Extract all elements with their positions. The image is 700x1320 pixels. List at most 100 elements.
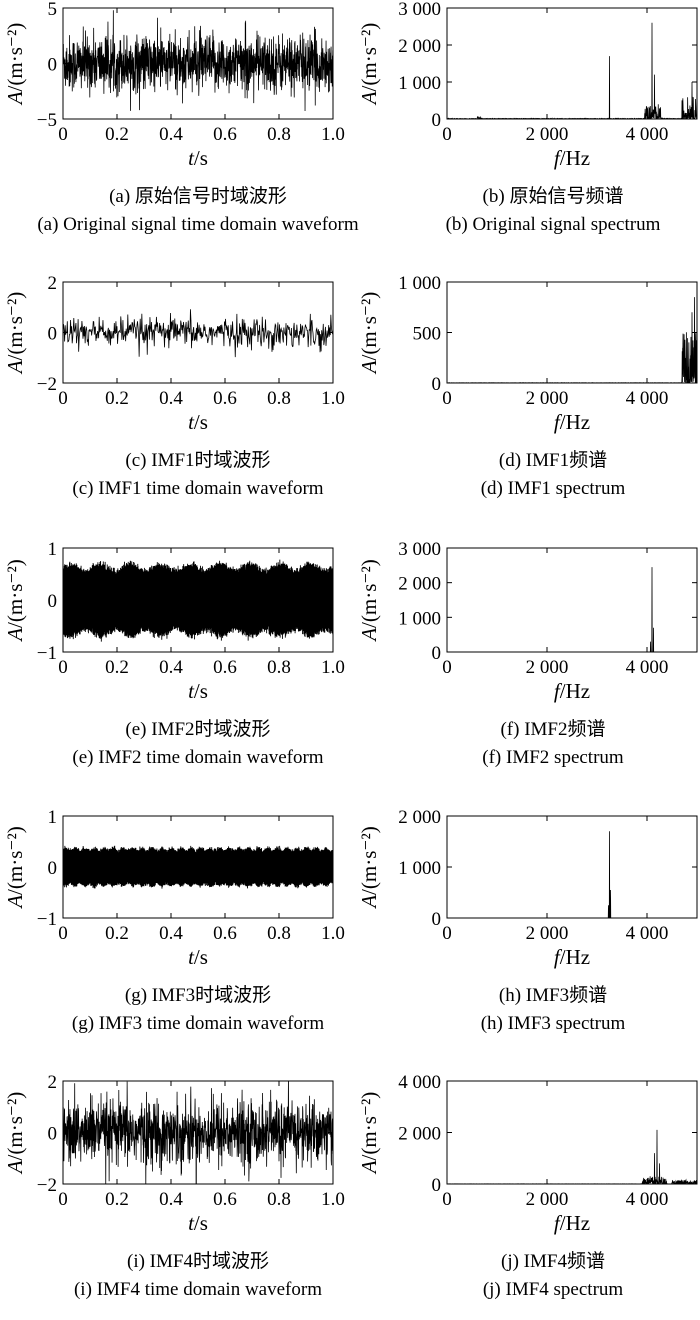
y-tick-label: 1 000 <box>398 608 441 629</box>
x-tick-label: 0.2 <box>105 657 129 678</box>
x-tick-label: 1.0 <box>321 923 345 944</box>
x-tick-label: 0.8 <box>267 124 291 145</box>
y-axis-label: A/(m·s⁻²) <box>3 292 27 376</box>
x-tick-label: 4 000 <box>626 923 669 944</box>
x-axis-label: t/s <box>188 1211 208 1235</box>
x-tick-label: 0.4 <box>159 388 183 409</box>
x-tick-label: 0.6 <box>213 1189 237 1210</box>
y-tick-label: 2 000 <box>398 1124 441 1145</box>
x-axis-label: t/s <box>188 410 208 434</box>
x-tick-label: 0 <box>58 124 68 145</box>
x-axis-label: t/s <box>188 679 208 703</box>
caption-en: (b) Original signal spectrum <box>446 214 661 235</box>
caption-en: (h) IMF3 spectrum <box>481 1013 626 1034</box>
x-tick-label: 0 <box>442 1189 452 1210</box>
series-line-b <box>447 22 697 119</box>
caption-cn: (h) IMF3频谱 <box>499 984 607 1006</box>
x-tick-label: 0.4 <box>159 657 183 678</box>
y-tick-label: 1 000 <box>398 273 441 294</box>
x-tick-label: 0 <box>442 388 452 409</box>
x-tick-label: 0.2 <box>105 124 129 145</box>
caption-cn: (c) IMF1时域波形 <box>125 449 270 471</box>
x-axis-label: f/Hz <box>554 1211 590 1235</box>
caption-en: (f) IMF2 spectrum <box>482 747 624 768</box>
y-tick-label: 0 <box>432 110 442 131</box>
y-tick-label: 0 <box>48 1124 58 1145</box>
series-line-f <box>447 567 697 652</box>
x-tick-label: 0 <box>58 1189 68 1210</box>
y-tick-label: 0 <box>432 1175 442 1196</box>
caption-cn: (j) IMF4频谱 <box>501 1250 605 1272</box>
x-tick-label: 0.4 <box>159 1189 183 1210</box>
x-tick-label: 0.2 <box>105 388 129 409</box>
y-tick-label: 500 <box>413 324 442 345</box>
y-tick-label: 5 <box>48 0 58 20</box>
series-line-e <box>63 559 333 642</box>
y-tick-label: 2 000 <box>398 574 441 595</box>
x-tick-label: 0.6 <box>213 388 237 409</box>
x-axis-label: f/Hz <box>554 410 590 434</box>
series-line-i <box>63 1081 333 1184</box>
caption-en: (j) IMF4 spectrum <box>483 1279 624 1300</box>
x-tick-label: 2 000 <box>526 1189 569 1210</box>
y-tick-label: 0 <box>48 858 58 879</box>
x-axis-label: t/s <box>188 945 208 969</box>
y-tick-label: 3 000 <box>398 539 441 560</box>
caption-en: (c) IMF1 time domain waveform <box>72 478 323 499</box>
caption-en: (i) IMF4 time domain waveform <box>74 1279 322 1300</box>
caption-en: (e) IMF2 time domain waveform <box>72 747 323 768</box>
y-axis-label: A/(m·s⁻²) <box>3 1092 27 1176</box>
y-tick-label: −5 <box>37 110 57 131</box>
x-tick-label: 0.2 <box>105 1189 129 1210</box>
y-tick-label: 0 <box>48 324 58 345</box>
caption-cn: (f) IMF2频谱 <box>500 718 605 740</box>
x-tick-label: 0.8 <box>267 657 291 678</box>
plot-frame <box>446 815 698 919</box>
caption-cn: (e) IMF2时域波形 <box>125 718 270 740</box>
y-tick-label: 0 <box>432 374 442 395</box>
x-tick-label: 4 000 <box>626 124 669 145</box>
caption-cn: (g) IMF3时域波形 <box>125 984 271 1006</box>
chart-panel-d: 0 2 000 4 000 0 500 1 000 A/(m·s⁻²) f/Hz (d) IMF… <box>357 273 698 499</box>
y-tick-label: −1 <box>37 643 57 664</box>
y-tick-label: 1 000 <box>398 858 441 879</box>
x-tick-label: 0.8 <box>267 388 291 409</box>
chart-panel-b: 0 2 000 4 000 0 1 000 2 000 3 000 A/(m·s⁻²) f/Hz… <box>357 0 698 235</box>
y-tick-label: 0 <box>48 591 58 612</box>
y-tick-label: 0 <box>48 55 58 76</box>
caption-en: (a) Original signal time domain waveform <box>37 214 359 235</box>
caption-cn: (d) IMF1频谱 <box>499 449 607 471</box>
x-tick-label: 1.0 <box>321 388 345 409</box>
x-tick-label: 0 <box>58 657 68 678</box>
y-axis-label: A/(m·s⁻²) <box>357 559 381 643</box>
x-tick-label: 2 000 <box>526 388 569 409</box>
plot-frame <box>446 547 698 653</box>
x-tick-label: 0.4 <box>159 923 183 944</box>
caption-cn: (b) 原始信号频谱 <box>483 185 624 207</box>
y-tick-label: 1 <box>48 807 58 828</box>
y-axis-label: A/(m·s⁻²) <box>357 826 381 910</box>
y-tick-label: 2 000 <box>398 807 441 828</box>
x-axis-label: f/Hz <box>554 679 590 703</box>
y-axis-label: A/(m·s⁻²) <box>3 559 27 643</box>
x-tick-label: 2 000 <box>526 657 569 678</box>
x-axis-label: t/s <box>188 146 208 170</box>
plot-frame <box>446 281 698 384</box>
x-tick-label: 0.8 <box>267 1189 291 1210</box>
y-tick-label: 2 <box>48 273 58 294</box>
chart-panel-f: 0 2 000 4 000 0 1 000 2 000 3 000 A/(m·s⁻²) f/Hz… <box>357 539 698 768</box>
x-tick-label: 0 <box>442 124 452 145</box>
chart-panel-h: 0 2 000 4 000 0 1 000 2 000 A/(m·s⁻²) f/Hz (h) I… <box>357 807 698 1034</box>
x-tick-label: 0 <box>58 388 68 409</box>
caption-en: (d) IMF1 spectrum <box>481 478 626 499</box>
x-tick-label: 0 <box>58 923 68 944</box>
y-axis-label: A/(m·s⁻²) <box>3 826 27 910</box>
x-tick-label: 1.0 <box>321 1189 345 1210</box>
x-tick-label: 1.0 <box>321 124 345 145</box>
x-tick-label: 4 000 <box>626 1189 669 1210</box>
y-tick-label: −2 <box>37 374 57 395</box>
